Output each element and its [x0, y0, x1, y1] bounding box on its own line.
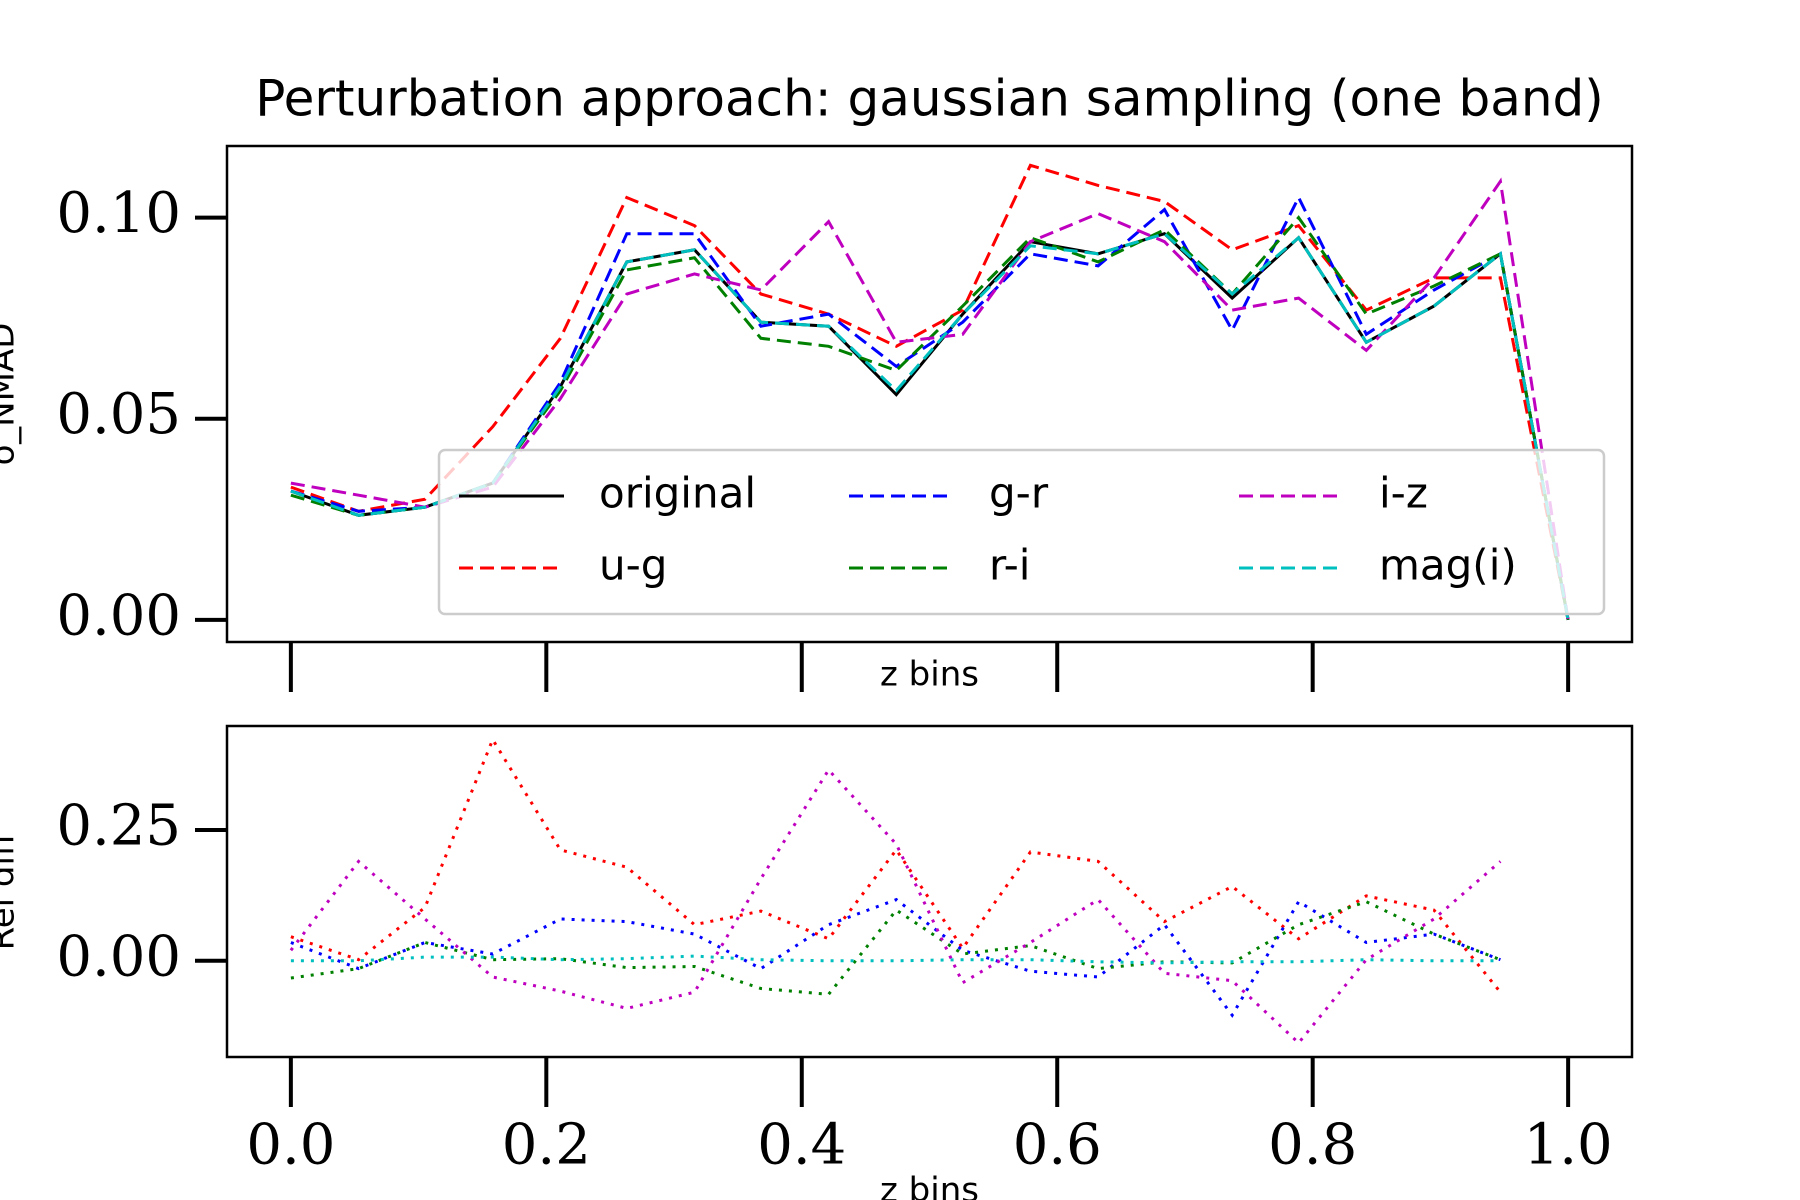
series-line: [290, 900, 1501, 996]
y-tick-label: 0.05: [56, 382, 181, 447]
series-line: [290, 177, 1570, 621]
series-line: [290, 897, 1501, 1018]
series-line: [290, 163, 1570, 621]
x-axis-label: z bins: [880, 655, 979, 695]
y-axis-label: Rel diff: [0, 831, 23, 950]
y-tick-label: 0.00: [56, 924, 181, 989]
axes-frame: [225, 144, 1634, 644]
y-tick-label: 0.10: [56, 181, 181, 246]
x-tick-label: 0.8: [1268, 1113, 1357, 1178]
x-tick-label: 0.6: [1013, 1113, 1102, 1178]
legend-label: u-g: [599, 541, 667, 590]
legend-label: original: [599, 469, 756, 518]
legend-label: i-z: [1379, 469, 1428, 518]
y-axis-label: σ_NMAD: [0, 323, 23, 466]
x-tick-label: 1.0: [1524, 1113, 1613, 1178]
series-line: [290, 736, 1502, 994]
series-line: [290, 232, 1570, 621]
legend-label: g-r: [989, 469, 1049, 518]
y-tick-label: 0.00: [56, 583, 181, 648]
chart-title: Perturbation approach: gaussian sampling…: [255, 70, 1604, 128]
legend-label: r-i: [989, 541, 1030, 590]
series-line: [289, 767, 1502, 1046]
series-line: [290, 954, 1501, 965]
series-line: [290, 194, 1570, 621]
x-axis-label: z bins: [880, 1171, 979, 1200]
x-tick-label: 0.2: [502, 1113, 591, 1178]
y-tick-label: 0.25: [56, 794, 181, 859]
axes-frame: [225, 724, 1634, 1059]
x-tick-label: 0.0: [246, 1113, 335, 1178]
legend-box: [437, 448, 1606, 616]
legend-label: mag(i): [1379, 541, 1517, 590]
x-tick-label: 0.4: [757, 1113, 846, 1178]
